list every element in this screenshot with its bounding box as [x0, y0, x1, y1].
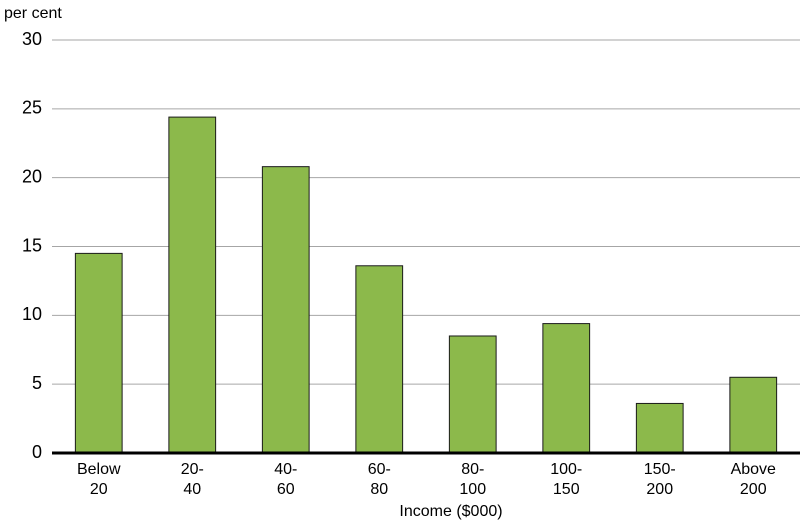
x-tick-label: Above	[731, 461, 776, 478]
bar	[635, 402, 684, 454]
x-tick-label: Below	[77, 461, 121, 478]
x-tick-label: 150	[553, 481, 580, 498]
x-tick-label: 20	[90, 481, 108, 498]
y-tick-label: 30	[22, 29, 42, 49]
x-tick-label: 20-	[181, 461, 204, 478]
y-tick-label: 0	[32, 442, 42, 462]
x-tick-label: 100-	[550, 461, 582, 478]
x-tick-label: 60-	[368, 461, 391, 478]
x-tick-label: 200	[740, 481, 767, 498]
bar	[542, 323, 591, 454]
x-tick-label: 40	[183, 481, 201, 498]
x-tick-label: 60	[277, 481, 295, 498]
bar	[355, 265, 404, 454]
x-tick-label: 80	[370, 481, 388, 498]
x-tick-label: 100	[459, 481, 486, 498]
x-tick-label: 150-	[644, 461, 676, 478]
x-tick-label: 200	[646, 481, 673, 498]
bar	[74, 252, 123, 454]
x-tick-label: 40-	[274, 461, 297, 478]
y-tick-label: 10	[22, 304, 42, 324]
x-axis-title: Income ($000)	[399, 503, 502, 520]
y-axis-title: per cent	[4, 5, 62, 22]
y-tick-label: 5	[32, 373, 42, 393]
bar	[729, 376, 778, 454]
bar	[448, 335, 497, 454]
y-tick-label: 20	[22, 166, 42, 186]
x-tick-label: 80-	[461, 461, 484, 478]
y-tick-label: 25	[22, 98, 42, 118]
bar	[168, 116, 217, 454]
y-tick-label: 15	[22, 235, 42, 255]
bar	[261, 166, 310, 454]
